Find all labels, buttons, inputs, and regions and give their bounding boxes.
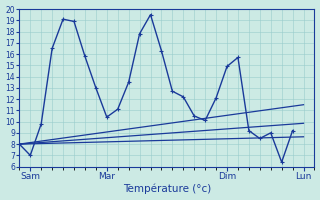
X-axis label: Température (°c): Température (°c)	[123, 184, 211, 194]
